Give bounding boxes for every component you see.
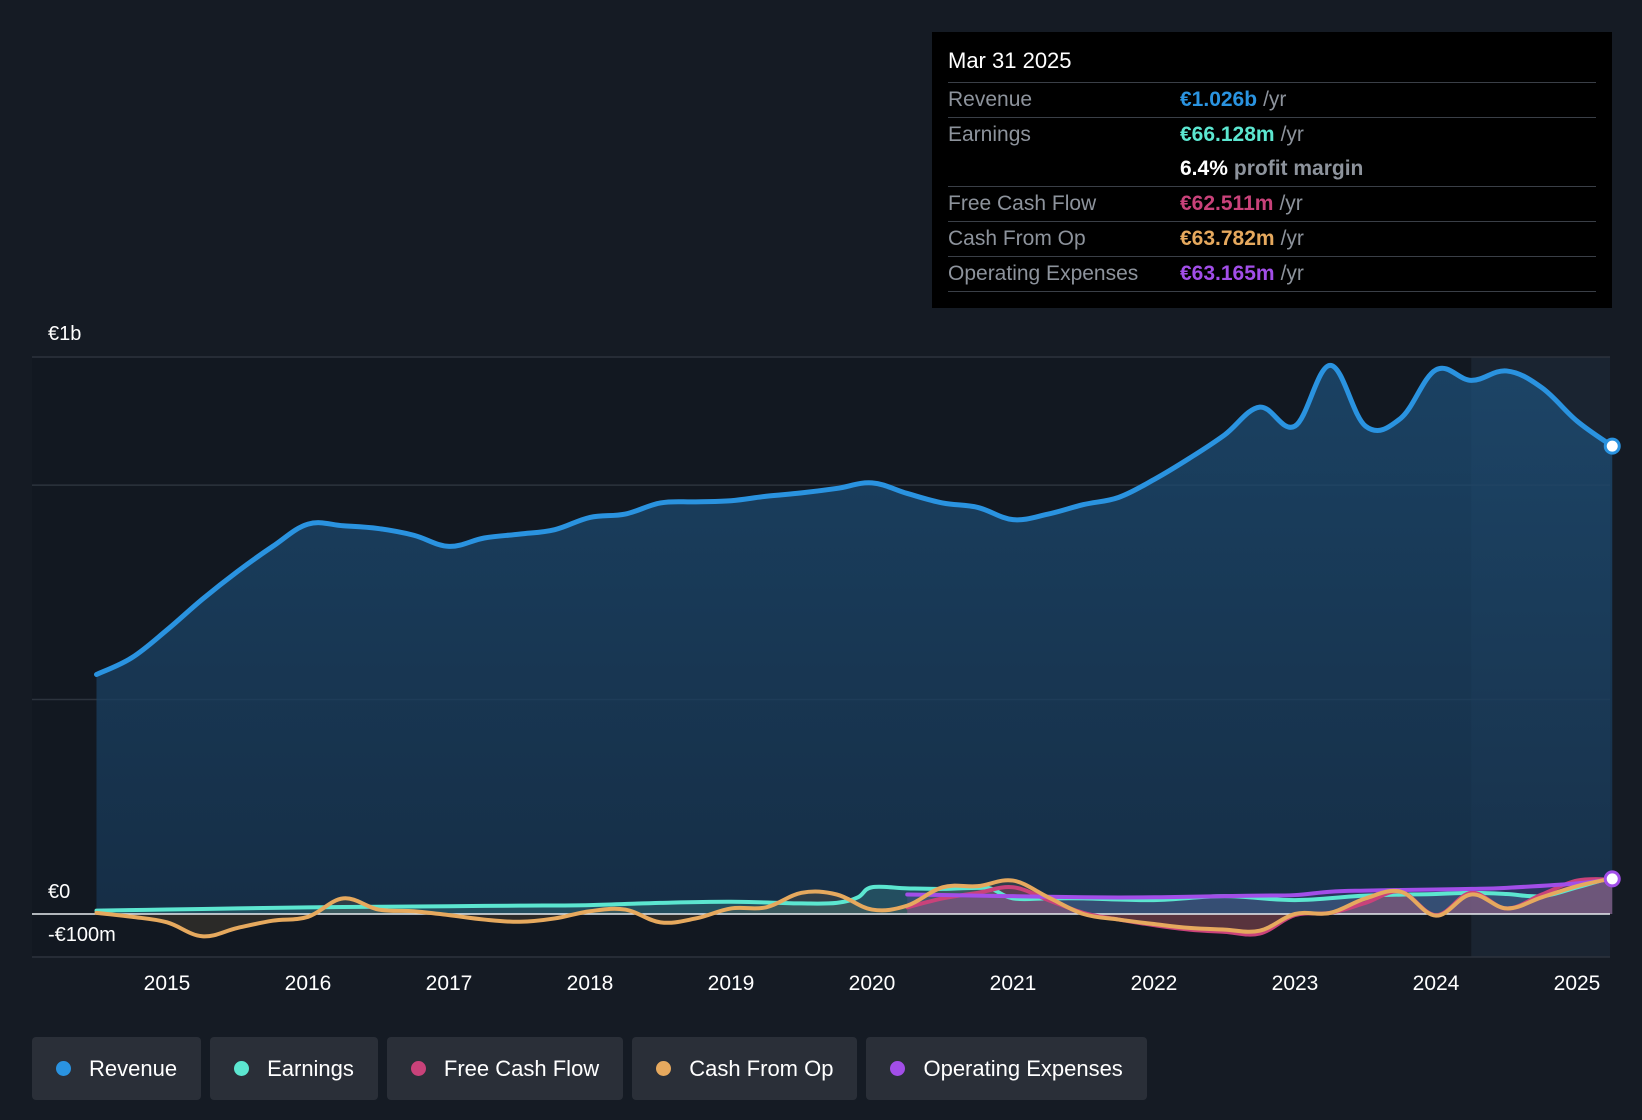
y-tick-label: €0	[48, 881, 70, 903]
earnings-area	[96, 877, 1613, 914]
y-tick-label: -€100m	[48, 924, 116, 946]
legend-label: Earnings	[267, 1055, 354, 1081]
tooltip-value-earnings: €66.128m	[1180, 123, 1275, 146]
tooltip-label: Cash From Op	[948, 227, 1086, 250]
tooltip-label: Free Cash Flow	[948, 192, 1097, 215]
tooltip-label: Earnings	[948, 123, 1031, 146]
tooltip-label-empty	[948, 152, 1180, 186]
tooltip-value-opex: €63.165m	[1180, 262, 1275, 285]
tooltip-value-revenue: €1.026b	[1180, 88, 1258, 111]
x-tick-label: 2023	[1272, 972, 1319, 995]
tooltip-unit: /yr	[1280, 227, 1304, 250]
tooltip-row-opex: Operating Expenses €63.165m /yr	[948, 256, 1596, 292]
legend-label: Operating Expenses	[923, 1055, 1123, 1081]
tooltip-unit: /yr	[1263, 88, 1287, 111]
tooltip-value-cfo: €63.782m	[1180, 227, 1275, 250]
legend-item-cash-from-op[interactable]: Cash From Op	[632, 1037, 858, 1100]
opex-end-marker	[1603, 870, 1621, 888]
tooltip-label: Operating Expenses	[948, 262, 1139, 285]
operating-expenses-line	[905, 876, 1615, 900]
x-tick-label: 2021	[990, 972, 1037, 995]
legend-item-revenue[interactable]: Revenue	[32, 1037, 202, 1100]
legend-label: Revenue	[89, 1055, 178, 1081]
legend-item-earnings[interactable]: Earnings	[210, 1037, 378, 1100]
earnings-dot-icon	[234, 1061, 250, 1076]
tooltip-row-revenue: Revenue €1.026b /yr	[948, 82, 1596, 117]
x-tick-label: 2017	[426, 972, 473, 995]
free-cash-flow-area	[907, 879, 1613, 935]
legend-label: Free Cash Flow	[443, 1055, 600, 1081]
x-tick-label: 2024	[1413, 972, 1460, 995]
tooltip-unit: /yr	[1279, 192, 1303, 215]
revenue-line	[94, 362, 1615, 677]
x-tick-label: 2019	[708, 972, 755, 995]
tooltip-row-fcf: Free Cash Flow €62.511m /yr	[948, 186, 1596, 221]
revenue-area	[96, 365, 1613, 915]
tooltip-value-margin: 6.4%	[1180, 157, 1228, 180]
cash-from-op-line	[94, 876, 1615, 939]
x-tick-label: 2018	[567, 972, 614, 995]
tooltip-row-cfo: Cash From Op €63.782m /yr	[948, 221, 1596, 256]
revenue-end-marker	[1603, 437, 1621, 455]
tooltip-date: Mar 31 2025	[948, 48, 1072, 73]
tooltip-unit: profit margin	[1233, 157, 1364, 180]
x-tick-label: 2016	[285, 972, 332, 995]
tooltip-row-earnings: Earnings €66.128m /yr	[948, 117, 1596, 152]
free-cash-flow-dot-icon	[410, 1061, 426, 1076]
legend: Revenue Earnings Free Cash Flow Cash Fro…	[32, 1037, 1147, 1100]
x-tick-label: 2025	[1554, 972, 1601, 995]
tooltip-row-margin: 6.4% profit margin	[948, 152, 1596, 186]
revenue-dot-icon	[56, 1061, 71, 1076]
x-tick-label: 2015	[144, 972, 191, 995]
tooltip-label: Revenue	[948, 88, 1033, 111]
y-tick-label: €1b	[48, 323, 81, 345]
legend-item-operating-expenses[interactable]: Operating Expenses	[866, 1037, 1147, 1100]
cash-from-op-area	[96, 878, 1613, 937]
cash-from-op-dot-icon	[656, 1061, 672, 1076]
tooltip-panel: Mar 31 2025 Revenue €1.026b /yr Earnings…	[932, 32, 1612, 308]
tooltip-unit: /yr	[1280, 123, 1304, 146]
legend-label: Cash From Op	[689, 1055, 834, 1081]
tooltip-unit: /yr	[1280, 262, 1304, 285]
tooltip-value-fcf: €62.511m	[1180, 192, 1274, 215]
x-tick-label: 2020	[849, 972, 896, 995]
legend-item-free-cash-flow[interactable]: Free Cash Flow	[386, 1037, 624, 1100]
x-tick-label: 2022	[1131, 972, 1178, 995]
operating-expenses-dot-icon	[890, 1061, 906, 1076]
